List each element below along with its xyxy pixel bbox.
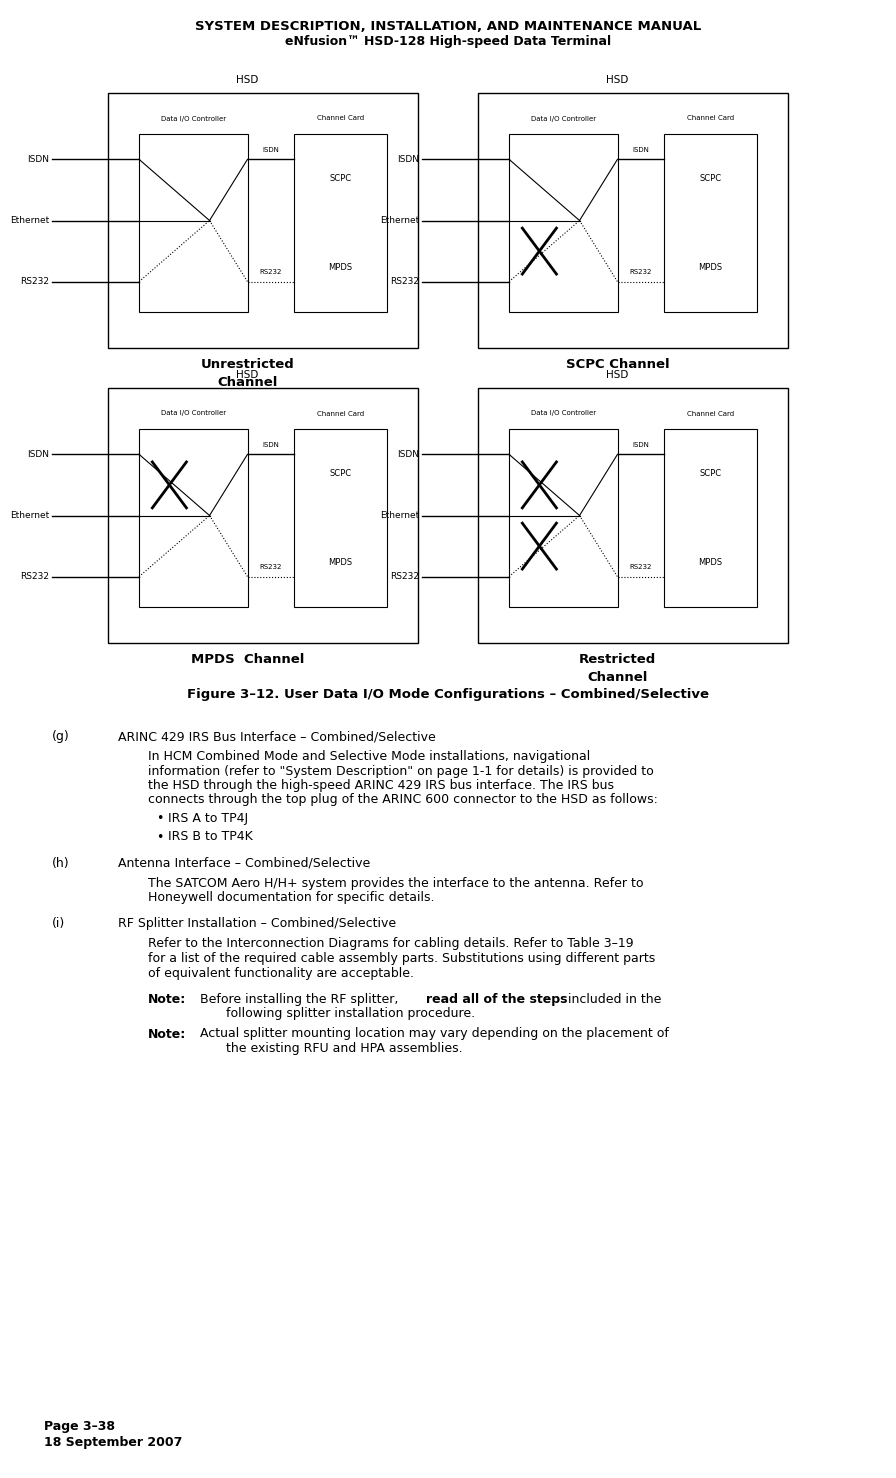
- Text: ARINC 429 IRS Bus Interface – Combined/Selective: ARINC 429 IRS Bus Interface – Combined/S…: [118, 730, 435, 743]
- Text: read all of the steps: read all of the steps: [426, 993, 567, 1007]
- Text: connects through the top plug of the ARINC 600 connector to the HSD as follows:: connects through the top plug of the ARI…: [148, 794, 658, 807]
- Text: ISDN: ISDN: [633, 442, 650, 448]
- Text: Before installing the RF splitter,: Before installing the RF splitter,: [196, 993, 402, 1007]
- Text: Ethernet: Ethernet: [380, 216, 419, 225]
- Text: Restricted: Restricted: [579, 653, 656, 667]
- Text: ISDN: ISDN: [263, 442, 280, 448]
- Text: ISDN: ISDN: [397, 449, 419, 458]
- Text: HSD: HSD: [607, 75, 629, 86]
- Bar: [509, 429, 617, 607]
- Text: HSD: HSD: [237, 75, 259, 86]
- Text: MPDS: MPDS: [329, 559, 352, 568]
- Text: ISDN: ISDN: [27, 449, 49, 458]
- Text: information (refer to "System Description" on page 1-1 for details) is provided : information (refer to "System Descriptio…: [148, 764, 654, 777]
- Text: of equivalent functionality are acceptable.: of equivalent functionality are acceptab…: [148, 967, 414, 980]
- Text: Channel Card: Channel Card: [317, 411, 364, 417]
- Text: Data I/O Controller: Data I/O Controller: [160, 115, 226, 121]
- Bar: [664, 134, 757, 312]
- Text: HSD: HSD: [607, 370, 629, 380]
- Text: MPDS: MPDS: [699, 559, 722, 568]
- Text: ISDN: ISDN: [633, 146, 650, 152]
- Text: Ethernet: Ethernet: [10, 511, 49, 520]
- Text: ISDN: ISDN: [397, 155, 419, 164]
- Text: •: •: [156, 811, 163, 825]
- Text: (i): (i): [52, 918, 65, 931]
- Text: SCPC: SCPC: [330, 469, 351, 477]
- Text: the existing RFU and HPA assemblies.: the existing RFU and HPA assemblies.: [226, 1042, 462, 1055]
- Text: MPDS: MPDS: [329, 263, 352, 272]
- Text: Ethernet: Ethernet: [380, 511, 419, 520]
- Text: HSD: HSD: [237, 370, 259, 380]
- Bar: [108, 389, 418, 643]
- Text: SCPC: SCPC: [330, 174, 351, 183]
- Text: RS232: RS232: [260, 565, 282, 571]
- Text: RS232: RS232: [21, 572, 49, 581]
- Text: RS232: RS232: [390, 278, 419, 287]
- Text: •: •: [156, 831, 163, 844]
- Text: the HSD through the high-speed ARINC 429 IRS bus interface. The IRS bus: the HSD through the high-speed ARINC 429…: [148, 779, 614, 792]
- Text: RS232: RS232: [390, 572, 419, 581]
- Text: SYSTEM DESCRIPTION, INSTALLATION, AND MAINTENANCE MANUAL: SYSTEM DESCRIPTION, INSTALLATION, AND MA…: [194, 21, 702, 33]
- Text: ISDN: ISDN: [263, 146, 280, 152]
- Bar: [478, 93, 788, 347]
- Text: SCPC: SCPC: [700, 469, 721, 477]
- Text: ISDN: ISDN: [27, 155, 49, 164]
- Text: Channel Card: Channel Card: [687, 115, 734, 121]
- Text: In HCM Combined Mode and Selective Mode installations, navigational: In HCM Combined Mode and Selective Mode …: [148, 749, 590, 763]
- Text: Figure 3–12. User Data I/O Mode Configurations – Combined/Selective: Figure 3–12. User Data I/O Mode Configur…: [187, 687, 709, 701]
- Text: RS232: RS232: [630, 269, 652, 275]
- Text: eNfusion™ HSD-128 High-speed Data Terminal: eNfusion™ HSD-128 High-speed Data Termin…: [285, 35, 611, 47]
- Bar: [139, 134, 247, 312]
- Bar: [294, 134, 387, 312]
- Text: for a list of the required cable assembly parts. Substitutions using different p: for a list of the required cable assembl…: [148, 952, 655, 965]
- Text: IRS A to TP4J: IRS A to TP4J: [168, 811, 248, 825]
- Text: following splitter installation procedure.: following splitter installation procedur…: [226, 1008, 475, 1020]
- Text: included in the: included in the: [564, 993, 661, 1007]
- Text: 18 September 2007: 18 September 2007: [44, 1437, 183, 1448]
- Text: RS232: RS232: [630, 565, 652, 571]
- Text: (g): (g): [52, 730, 70, 743]
- Text: Channel Card: Channel Card: [687, 411, 734, 417]
- Text: Channel: Channel: [587, 671, 648, 684]
- Text: SCPC: SCPC: [700, 174, 721, 183]
- Text: Note:: Note:: [148, 993, 186, 1007]
- Text: Data I/O Controller: Data I/O Controller: [530, 115, 596, 121]
- Bar: [664, 429, 757, 607]
- Bar: [294, 429, 387, 607]
- Text: RS232: RS232: [21, 278, 49, 287]
- Text: Refer to the Interconnection Diagrams for cabling details. Refer to Table 3–19: Refer to the Interconnection Diagrams fo…: [148, 937, 633, 950]
- Text: MPDS: MPDS: [699, 263, 722, 272]
- Text: Actual splitter mounting location may vary depending on the placement of: Actual splitter mounting location may va…: [196, 1027, 669, 1041]
- Text: SCPC Channel: SCPC Channel: [565, 358, 669, 371]
- Bar: [478, 389, 788, 643]
- Text: Antenna Interface – Combined/Selective: Antenna Interface – Combined/Selective: [118, 856, 370, 869]
- Bar: [509, 134, 617, 312]
- Text: Honeywell documentation for specific details.: Honeywell documentation for specific det…: [148, 891, 435, 905]
- Text: Note:: Note:: [148, 1027, 186, 1041]
- Text: The SATCOM Aero H/H+ system provides the interface to the antenna. Refer to: The SATCOM Aero H/H+ system provides the…: [148, 876, 643, 890]
- Text: Data I/O Controller: Data I/O Controller: [160, 411, 226, 417]
- Text: Ethernet: Ethernet: [10, 216, 49, 225]
- Text: IRS B to TP4K: IRS B to TP4K: [168, 831, 253, 844]
- Text: Data I/O Controller: Data I/O Controller: [530, 411, 596, 417]
- Text: MPDS  Channel: MPDS Channel: [191, 653, 304, 667]
- Text: Unrestricted: Unrestricted: [201, 358, 295, 371]
- Text: Page 3–38: Page 3–38: [44, 1420, 115, 1434]
- Text: (h): (h): [52, 856, 70, 869]
- Text: RF Splitter Installation – Combined/Selective: RF Splitter Installation – Combined/Sele…: [118, 918, 396, 931]
- Text: RS232: RS232: [260, 269, 282, 275]
- Bar: [139, 429, 247, 607]
- Bar: [108, 93, 418, 347]
- Text: Channel: Channel: [218, 375, 278, 389]
- Text: Channel Card: Channel Card: [317, 115, 364, 121]
